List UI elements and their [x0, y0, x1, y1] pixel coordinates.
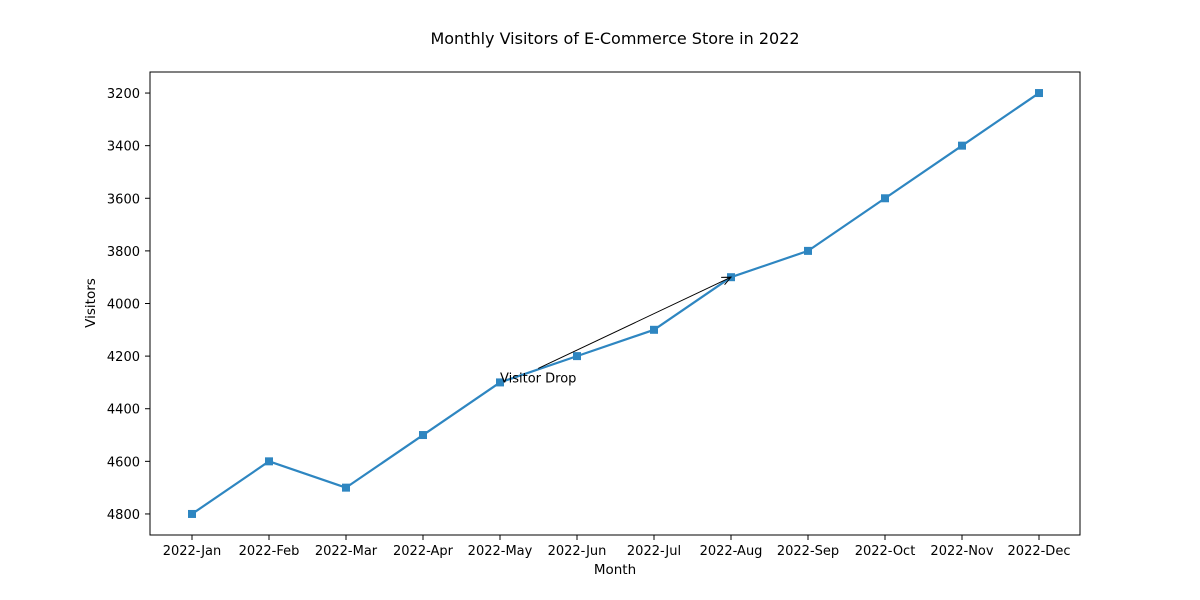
data-point-marker	[1035, 89, 1043, 98]
y-tick-label: 4400	[107, 403, 140, 418]
x-tick-label: 2022-Sep	[777, 544, 839, 559]
y-axis: 3200 3400 3600 3800 4000 4200 4400 4600 4800	[107, 87, 150, 523]
x-tick-label: 2022-Feb	[239, 544, 300, 559]
data-point-marker	[958, 141, 966, 150]
y-tick-label: 3600	[107, 192, 140, 207]
data-point-marker	[881, 194, 889, 203]
data-point-marker	[804, 246, 812, 255]
x-tick-label: 2022-Nov	[930, 544, 993, 559]
y-tick-label: 4600	[107, 455, 140, 470]
data-point-marker	[650, 325, 658, 334]
x-tick-label: 2022-Aug	[700, 544, 763, 559]
x-tick-label: 2022-Jun	[548, 544, 607, 559]
plot-area	[149, 71, 1081, 536]
y-axis-label: Visitors	[83, 278, 99, 328]
x-tick-label: 2022-Apr	[393, 544, 454, 559]
series-line	[191, 92, 1040, 515]
y-tick-label: 4000	[107, 298, 140, 313]
data-point-marker	[342, 483, 350, 492]
x-tick-label: 2022-Oct	[855, 544, 916, 559]
data-point-marker	[265, 457, 273, 466]
x-tick-label: 2022-May	[468, 544, 533, 559]
series-layer	[188, 89, 1043, 518]
y-tick-label: 3400	[107, 140, 140, 155]
y-tick-label: 4800	[107, 508, 140, 523]
x-axis: 2022-Jan 2022-Feb 2022-Mar 2022-Apr 2022-May…	[163, 535, 1071, 559]
y-tick-label: 3800	[107, 245, 140, 260]
data-point-marker	[419, 431, 427, 440]
annotation-label: Visitor Drop	[500, 371, 576, 386]
annotation-layer: Visitor Drop	[500, 276, 733, 386]
x-tick-label: 2022-Jul	[627, 544, 681, 559]
y-tick-label: 3200	[107, 87, 140, 102]
x-tick-label: 2022-Dec	[1008, 544, 1071, 559]
data-point-marker	[188, 509, 196, 518]
x-tick-label: 2022-Jan	[163, 544, 222, 559]
chart-title: Monthly Visitors of E-Commerce Store in …	[430, 29, 799, 48]
data-point-marker	[573, 352, 581, 361]
x-tick-label: 2022-Mar	[315, 544, 378, 559]
x-axis-label: Month	[594, 562, 636, 578]
y-tick-label: 4200	[107, 350, 140, 365]
annotation-arrowhead	[721, 276, 733, 285]
annotation-arrow	[537, 276, 732, 369]
data-point-marker	[496, 378, 504, 387]
